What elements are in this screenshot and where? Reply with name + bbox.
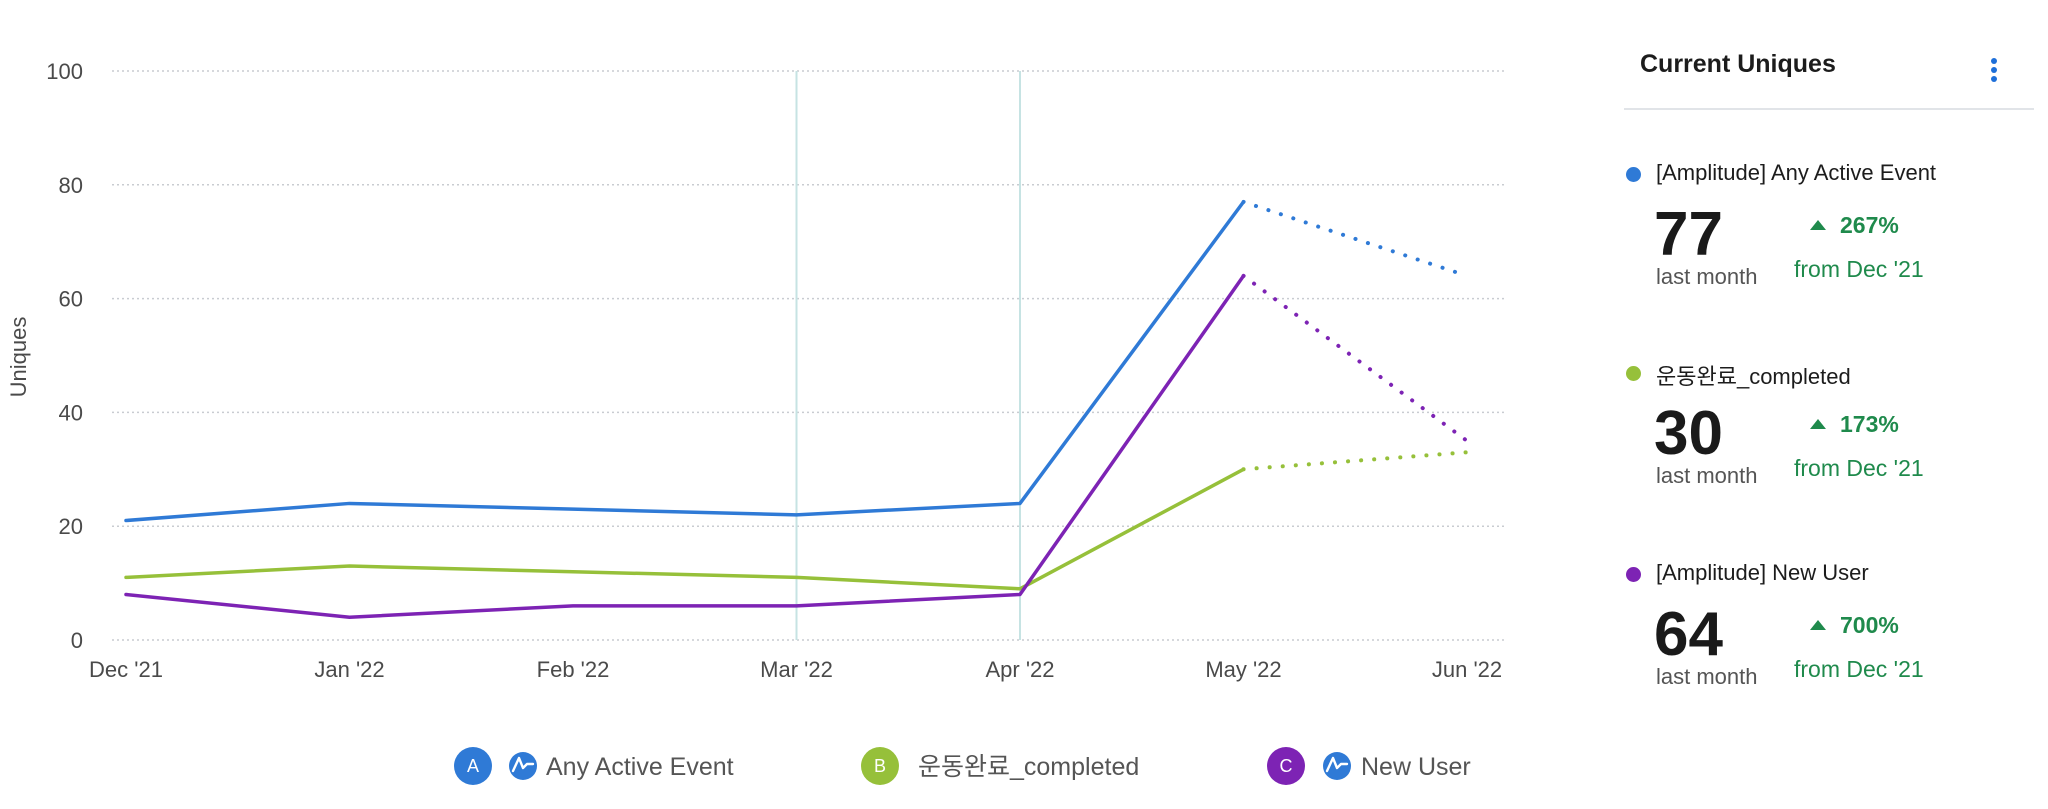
entry-comparison: from Dec '21 xyxy=(1794,455,1924,481)
entry-value: 64 xyxy=(1654,600,1723,669)
entry-name: 운동완료_completed xyxy=(1656,364,1851,389)
series-projected-segment xyxy=(1241,273,1469,443)
y-axis-ticks: 0 20 40 60 80 100 xyxy=(46,59,83,653)
legend-label-a: Any Active Event xyxy=(546,753,734,781)
x-axis-ticks: Dec '21 Jan '22 Feb '22 Mar '22 Apr '22 May '… xyxy=(89,657,1502,682)
legend-label-b: 운동완료_completed xyxy=(918,753,1139,781)
entry-comparison: from Dec '21 xyxy=(1794,656,1924,682)
current-uniques-panel: Current Uniques [Amplitude] Any Active E… xyxy=(1624,0,2034,809)
panel-title: Current Uniques xyxy=(1640,50,1836,78)
arrow-up-icon xyxy=(1810,620,1826,630)
chart-highlight-lines xyxy=(795,71,1021,640)
series-projected-segment xyxy=(1241,199,1469,278)
x-tick-label: May '22 xyxy=(1205,657,1281,682)
arrow-up-icon xyxy=(1810,220,1826,230)
series-color-dot xyxy=(1626,567,1641,582)
entry-period: last month xyxy=(1656,463,1758,488)
legend-badge-b-letter: B xyxy=(874,756,886,776)
legend-badge-c-letter: C xyxy=(1280,756,1293,776)
y-tick-label: 40 xyxy=(59,400,83,425)
series-solid-segment xyxy=(124,200,1246,523)
x-tick-label: Jun '22 xyxy=(1432,657,1502,682)
legend-badge-a-letter: A xyxy=(467,756,479,776)
entry-name: [Amplitude] New User xyxy=(1656,560,1869,585)
y-tick-label: 80 xyxy=(59,173,83,198)
series-color-dot xyxy=(1626,366,1641,381)
entry-period: last month xyxy=(1656,264,1758,289)
series-color-dot xyxy=(1626,167,1641,182)
chart-series xyxy=(124,199,1469,619)
x-tick-label: Mar '22 xyxy=(760,657,833,682)
y-tick-label: 60 xyxy=(59,287,83,312)
kebab-menu-icon[interactable] xyxy=(1987,58,2001,84)
entry-change-value: 173% xyxy=(1840,411,1899,437)
amplitude-icon xyxy=(509,752,537,780)
uniques-entry-completed: 운동완료_completed 30 last month 173% from D… xyxy=(1624,359,2034,549)
entry-value: 77 xyxy=(1654,200,1723,269)
entry-name: [Amplitude] Any Active Event xyxy=(1656,160,1937,185)
legend-badge-b xyxy=(861,747,899,785)
entry-change-value: 267% xyxy=(1840,212,1899,238)
legend-badge-a xyxy=(454,747,492,785)
series-line xyxy=(124,199,1469,523)
entry-period: last month xyxy=(1656,664,1758,689)
uniques-entry-new-user: [Amplitude] New User 64 last month 700% … xyxy=(1624,560,2034,750)
series-solid-segment xyxy=(124,274,1246,619)
y-tick-label: 20 xyxy=(59,514,83,539)
entry-value: 30 xyxy=(1654,399,1723,468)
panel-divider xyxy=(1624,108,2034,110)
series-line xyxy=(124,450,1469,591)
x-tick-label: Jan '22 xyxy=(314,657,384,682)
entry-change: 173% xyxy=(1810,411,1899,438)
series-projected-segment xyxy=(1241,450,1469,472)
arrow-up-icon xyxy=(1810,419,1826,429)
chart-gridlines xyxy=(112,70,1504,641)
entry-change-value: 700% xyxy=(1840,612,1899,638)
legend-item-b[interactable]: B 운동완료_completed xyxy=(861,747,1139,785)
legend-item-a[interactable]: A Any Active Event xyxy=(454,747,734,785)
entry-change: 267% xyxy=(1810,212,1899,239)
y-tick-label: 100 xyxy=(46,59,83,84)
y-tick-label: 0 xyxy=(71,628,83,653)
entry-comparison: from Dec '21 xyxy=(1794,256,1924,282)
entry-change: 700% xyxy=(1810,612,1899,639)
legend-badge-c xyxy=(1267,747,1305,785)
x-tick-label: Feb '22 xyxy=(537,657,610,682)
x-tick-label: Apr '22 xyxy=(985,657,1054,682)
amplitude-icon xyxy=(1323,752,1351,780)
legend-item-c[interactable]: C New User xyxy=(1267,747,1471,785)
x-tick-label: Dec '21 xyxy=(89,657,163,682)
uniques-entry-any-active-event: [Amplitude] Any Active Event 77 last mon… xyxy=(1624,160,2034,350)
series-line xyxy=(124,273,1469,619)
series-solid-segment xyxy=(124,467,1246,591)
y-axis-label: Uniques xyxy=(6,317,31,398)
legend-label-c: New User xyxy=(1361,753,1471,781)
